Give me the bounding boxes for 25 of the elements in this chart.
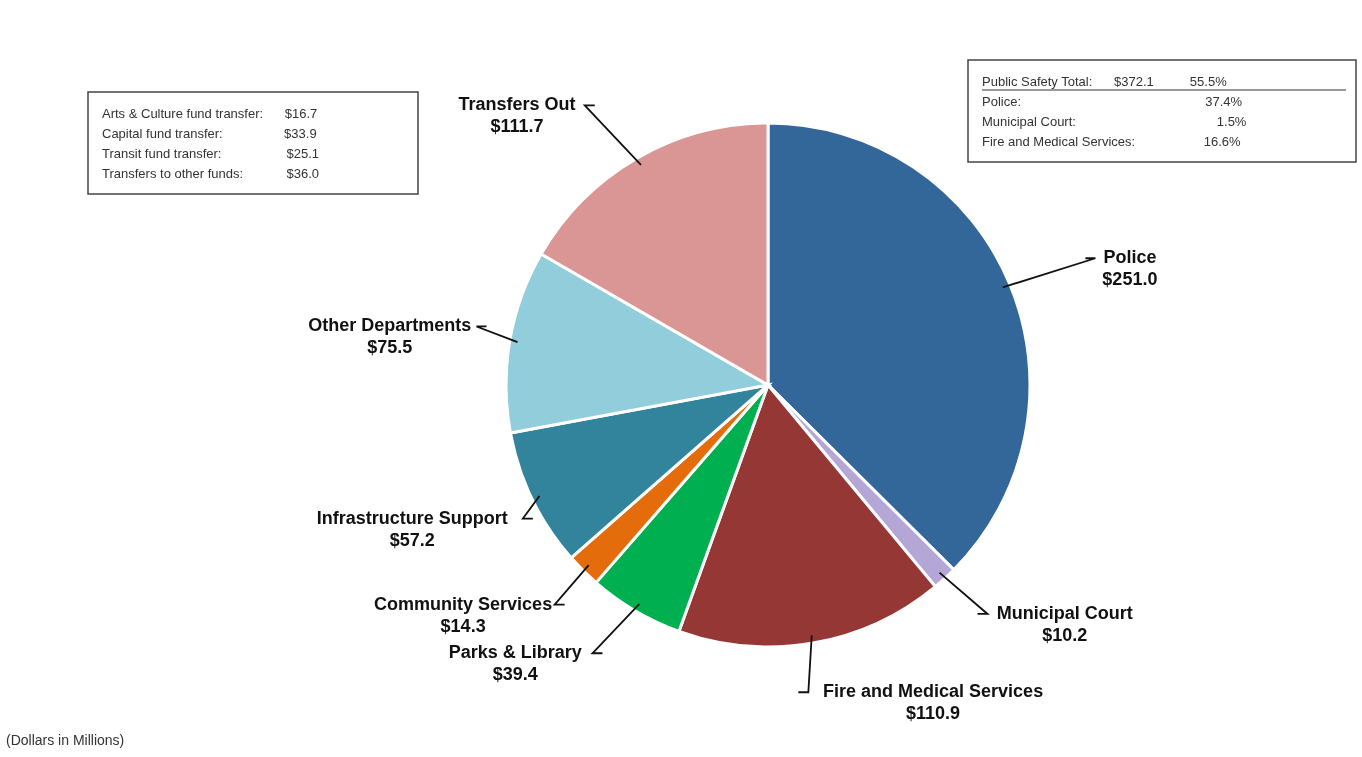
data-label: $251.0: [1102, 269, 1158, 290]
data-label: $57.2: [389, 529, 435, 550]
text: Transit fund transfer: $25.1: [102, 146, 320, 161]
data-label: $10.2: [1042, 624, 1088, 645]
text: Fire and Medical Services: 16.6%: [982, 134, 1242, 149]
data-label: $14.3: [440, 615, 486, 636]
slice-label: Other Departments: [308, 315, 472, 336]
data-label: $75.5: [367, 337, 413, 358]
slice-label: Community Services: [374, 593, 553, 614]
text: Transfers to other funds: $36.0: [102, 166, 320, 181]
text: Public Safety Total: $372.1 55.5%: [982, 74, 1228, 89]
data-label: $110.9: [906, 703, 961, 724]
text: (Dollars in Millions): [6, 732, 125, 748]
text: Police: 37.4%: [982, 94, 1243, 109]
data-label: $39.4: [492, 664, 538, 685]
slice-label: Municipal Court: [996, 602, 1133, 623]
text: Municipal Court: 1.5%: [982, 114, 1247, 129]
slice-label: Transfers Out: [458, 94, 576, 115]
data-label: $111.7: [490, 116, 544, 137]
text: Capital fund transfer: $33.9: [102, 126, 317, 141]
text: Arts & Culture fund transfer: $16.7: [102, 106, 318, 121]
slice-label: Police: [1103, 247, 1157, 268]
slice-label: Fire and Medical Services: [823, 681, 1044, 702]
slice-label: Parks & Library: [448, 642, 582, 663]
slice-label: Infrastructure Support: [316, 507, 508, 528]
